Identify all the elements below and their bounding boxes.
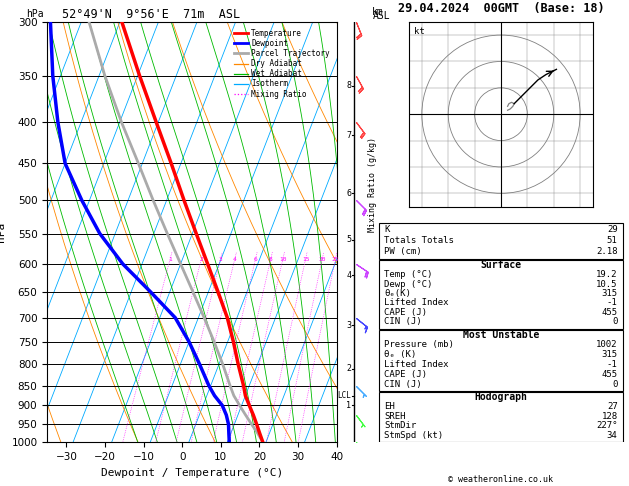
- Text: StmDir: StmDir: [384, 421, 416, 430]
- Text: CIN (J): CIN (J): [384, 317, 422, 326]
- Bar: [379, 392, 623, 442]
- Text: -1: -1: [607, 298, 618, 308]
- Text: 0: 0: [612, 380, 618, 388]
- Text: 315: 315: [601, 350, 618, 359]
- Text: 1: 1: [168, 257, 172, 261]
- Text: SREH: SREH: [384, 412, 406, 421]
- Text: 29: 29: [607, 225, 618, 234]
- Text: 27: 27: [607, 402, 618, 411]
- Text: CIN (J): CIN (J): [384, 380, 422, 388]
- Bar: [379, 223, 623, 260]
- Text: 29.04.2024  00GMT  (Base: 18): 29.04.2024 00GMT (Base: 18): [398, 1, 604, 15]
- Text: 128: 128: [601, 412, 618, 421]
- Text: Totals Totals: Totals Totals: [384, 236, 454, 244]
- Text: Hodograph: Hodograph: [474, 392, 528, 402]
- Text: 52°49'N  9°56'E  71m  ASL: 52°49'N 9°56'E 71m ASL: [62, 8, 240, 21]
- Text: K: K: [384, 225, 390, 234]
- Text: 7: 7: [346, 131, 351, 139]
- Text: 34: 34: [607, 431, 618, 440]
- Text: 20: 20: [318, 257, 326, 261]
- Text: 2.18: 2.18: [596, 247, 618, 256]
- Text: 6: 6: [346, 189, 351, 198]
- Text: Surface: Surface: [481, 260, 521, 270]
- Text: ASL: ASL: [372, 11, 390, 21]
- Text: 0: 0: [612, 317, 618, 326]
- Text: 315: 315: [601, 289, 618, 298]
- Text: Lifted Index: Lifted Index: [384, 298, 449, 308]
- Text: 10.5: 10.5: [596, 279, 618, 289]
- Text: 19.2: 19.2: [596, 270, 618, 279]
- Text: 15: 15: [302, 257, 309, 261]
- Bar: [379, 260, 623, 329]
- Text: © weatheronline.co.uk: © weatheronline.co.uk: [448, 474, 554, 484]
- Text: hPa: hPa: [26, 9, 44, 19]
- Text: 8: 8: [346, 81, 351, 90]
- Text: Lifted Index: Lifted Index: [384, 360, 449, 369]
- Text: Temp (°C): Temp (°C): [384, 270, 433, 279]
- Text: Pressure (mb): Pressure (mb): [384, 340, 454, 349]
- X-axis label: Dewpoint / Temperature (°C): Dewpoint / Temperature (°C): [101, 468, 283, 478]
- Y-axis label: hPa: hPa: [0, 222, 6, 242]
- Bar: [379, 330, 623, 391]
- Text: EH: EH: [384, 402, 395, 411]
- Text: -1: -1: [607, 360, 618, 369]
- Text: 2: 2: [346, 364, 351, 373]
- Text: StmSpd (kt): StmSpd (kt): [384, 431, 443, 440]
- Text: 5: 5: [346, 235, 351, 244]
- Text: 8: 8: [269, 257, 272, 261]
- Text: 227°: 227°: [596, 421, 618, 430]
- Text: 455: 455: [601, 370, 618, 379]
- Text: 455: 455: [601, 308, 618, 317]
- Text: 51: 51: [607, 236, 618, 244]
- Text: 1: 1: [346, 401, 351, 410]
- Text: 6: 6: [253, 257, 257, 261]
- Text: 25: 25: [331, 257, 339, 261]
- Text: Mixing Ratio (g/kg): Mixing Ratio (g/kg): [368, 137, 377, 232]
- Text: θₑ (K): θₑ (K): [384, 350, 416, 359]
- Legend: Temperature, Dewpoint, Parcel Trajectory, Dry Adiabat, Wet Adiabat, Isotherm, Mi: Temperature, Dewpoint, Parcel Trajectory…: [231, 26, 333, 102]
- Text: 3: 3: [346, 321, 351, 330]
- Text: kt: kt: [414, 27, 425, 36]
- Text: Dewp (°C): Dewp (°C): [384, 279, 433, 289]
- Text: 3: 3: [219, 257, 223, 261]
- Text: 10: 10: [279, 257, 287, 261]
- Text: 4: 4: [346, 271, 351, 280]
- Text: PW (cm): PW (cm): [384, 247, 422, 256]
- Text: Most Unstable: Most Unstable: [463, 330, 539, 340]
- Text: 1002: 1002: [596, 340, 618, 349]
- Text: km: km: [372, 7, 384, 17]
- Text: 4: 4: [233, 257, 237, 261]
- Text: θₑ(K): θₑ(K): [384, 289, 411, 298]
- Text: CAPE (J): CAPE (J): [384, 370, 427, 379]
- Text: CAPE (J): CAPE (J): [384, 308, 427, 317]
- Text: LCL: LCL: [337, 391, 351, 400]
- Text: 2: 2: [199, 257, 203, 261]
